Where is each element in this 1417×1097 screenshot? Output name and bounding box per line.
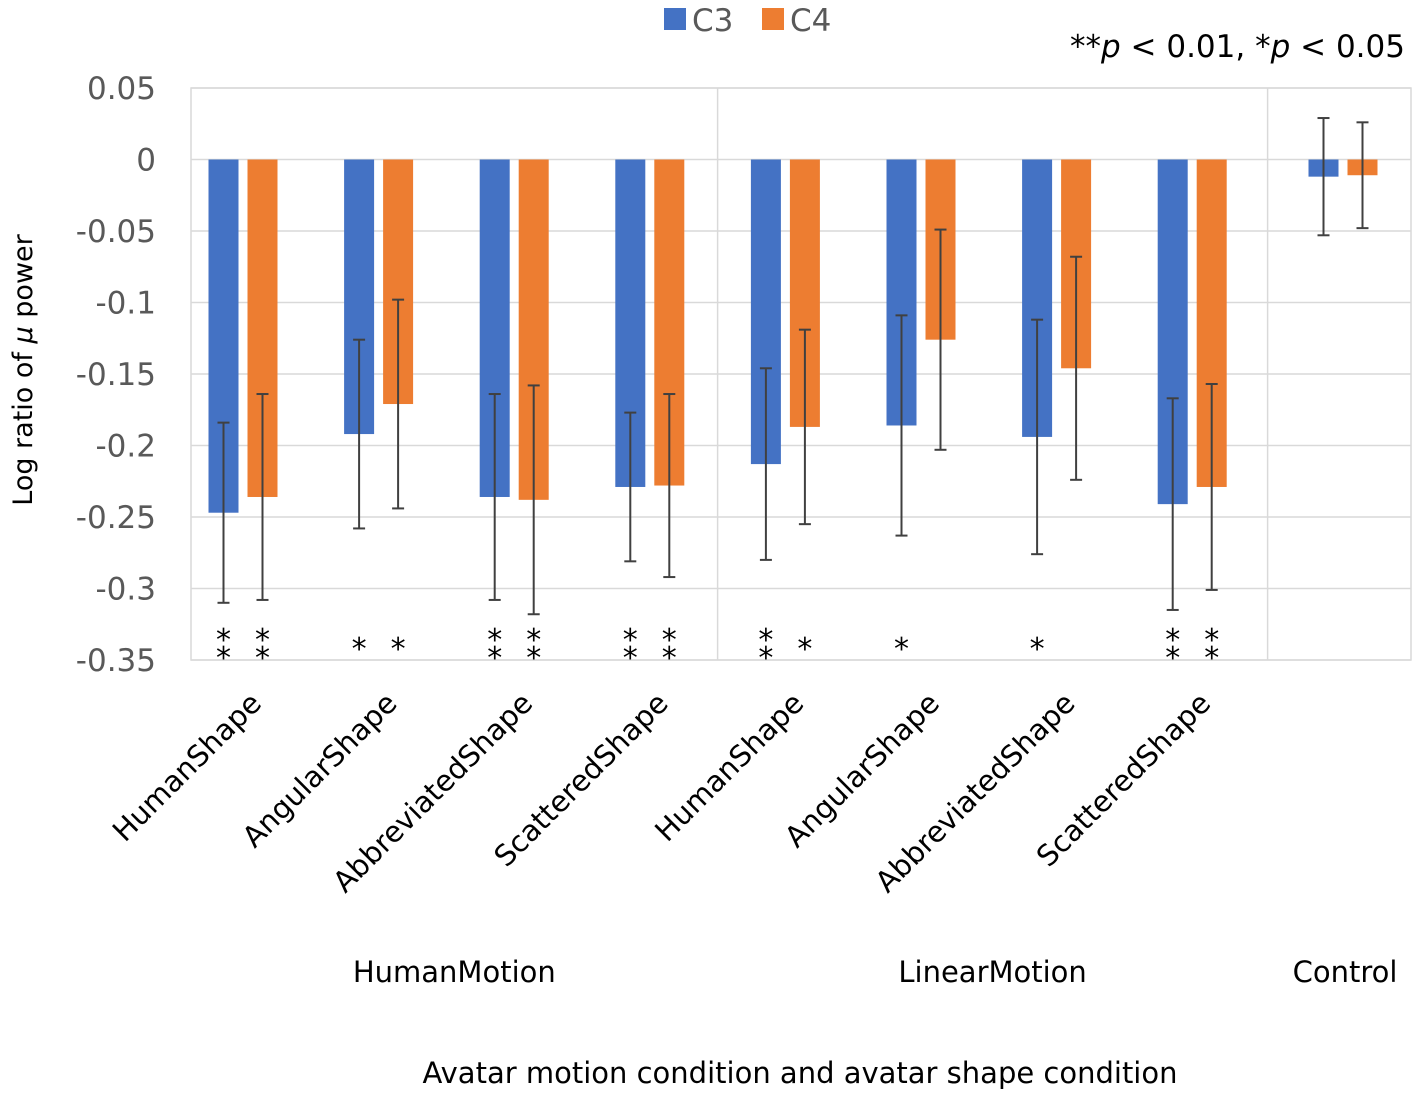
significance-star: * bbox=[526, 623, 541, 658]
category-labels: HumanShapeAngularShapeAbbreviatedShapeSc… bbox=[106, 686, 1217, 899]
error-bar-c3 bbox=[1166, 397, 1179, 611]
y-tick-label: -0.15 bbox=[76, 357, 156, 393]
significance-star: * bbox=[487, 623, 502, 658]
significance-star: * bbox=[797, 632, 812, 667]
group-labels: HumanMotion LinearMotion Control bbox=[353, 955, 1398, 989]
significance-star: * bbox=[526, 641, 541, 676]
significance-star: * bbox=[662, 623, 677, 658]
group-label: LinearMotion bbox=[898, 955, 1086, 989]
y-tick-label: -0.35 bbox=[76, 643, 156, 679]
error-bar-c3 bbox=[624, 411, 637, 563]
error-bar-c3 bbox=[488, 393, 501, 601]
y-tick-label: -0.1 bbox=[96, 286, 157, 322]
error-bar-c3 bbox=[1317, 117, 1330, 237]
significance-star: * bbox=[758, 641, 773, 676]
error-bar-c4 bbox=[1070, 255, 1083, 481]
significance-star: * bbox=[894, 632, 909, 667]
error-bar-c4 bbox=[934, 228, 947, 451]
significance-star: * bbox=[1204, 623, 1219, 658]
error-bar-c3 bbox=[353, 338, 366, 530]
error-bar-c4 bbox=[256, 393, 269, 601]
error-bar-c4 bbox=[663, 393, 676, 579]
x-axis-title: Avatar motion condition and avatar shape… bbox=[423, 1056, 1178, 1090]
significance-star: * bbox=[623, 623, 638, 658]
group-label: Control bbox=[1293, 955, 1398, 989]
significance-star: * bbox=[662, 641, 677, 676]
error-bar-c3 bbox=[895, 314, 908, 537]
significance-note: **p < 0.01, *p < 0.05 bbox=[1070, 29, 1405, 65]
significance-star: * bbox=[216, 641, 231, 676]
plot-border bbox=[190, 87, 1412, 661]
error-bar-c4 bbox=[1205, 383, 1218, 591]
significance-star: * bbox=[1165, 623, 1180, 658]
legend: C3 C4 bbox=[664, 3, 831, 39]
significance-markers: ** * ****** * * **** * **** * ** bbox=[216, 623, 1219, 676]
error-bar-c4 bbox=[392, 298, 405, 510]
significance-star: * bbox=[758, 623, 773, 658]
legend-swatch-c3 bbox=[664, 8, 686, 30]
significance-star: * bbox=[216, 623, 231, 658]
significance-star: * bbox=[255, 623, 270, 658]
significance-star: * bbox=[1204, 641, 1219, 676]
y-axis-ticks: 0.05 0 -0.05 -0.1 -0.15 -0.2 -0.25 -0.3 -0.35 bbox=[76, 71, 156, 679]
significance-star: * bbox=[1030, 632, 1045, 667]
error-bar-c4 bbox=[1356, 121, 1369, 230]
y-tick-label: -0.25 bbox=[76, 500, 156, 536]
error-bar-c4 bbox=[798, 328, 811, 526]
significance-star: * bbox=[487, 641, 502, 676]
error-bars bbox=[217, 117, 1369, 616]
y-tick-label: -0.05 bbox=[76, 214, 156, 250]
error-bar-c3 bbox=[217, 421, 230, 604]
significance-star: * bbox=[1165, 641, 1180, 676]
y-tick-label: -0.2 bbox=[96, 429, 157, 465]
legend-swatch-c4 bbox=[762, 8, 784, 30]
y-tick-label: -0.3 bbox=[96, 572, 157, 608]
y-tick-label: 0 bbox=[136, 143, 156, 179]
error-bar-c4 bbox=[527, 384, 540, 616]
significance-star: * bbox=[255, 641, 270, 676]
significance-star: * bbox=[352, 632, 367, 667]
bars bbox=[208, 159, 1378, 513]
y-tick-label: 0.05 bbox=[87, 71, 156, 107]
error-bar-c3 bbox=[1031, 318, 1044, 556]
legend-label-c4: C4 bbox=[790, 3, 831, 39]
y-axis-title: Log ratio of μ power bbox=[8, 233, 39, 505]
group-label: HumanMotion bbox=[353, 955, 556, 989]
significance-star: * bbox=[623, 641, 638, 676]
error-bar-c3 bbox=[759, 367, 772, 561]
significance-star: * bbox=[391, 632, 406, 667]
legend-label-c3: C3 bbox=[692, 3, 733, 39]
